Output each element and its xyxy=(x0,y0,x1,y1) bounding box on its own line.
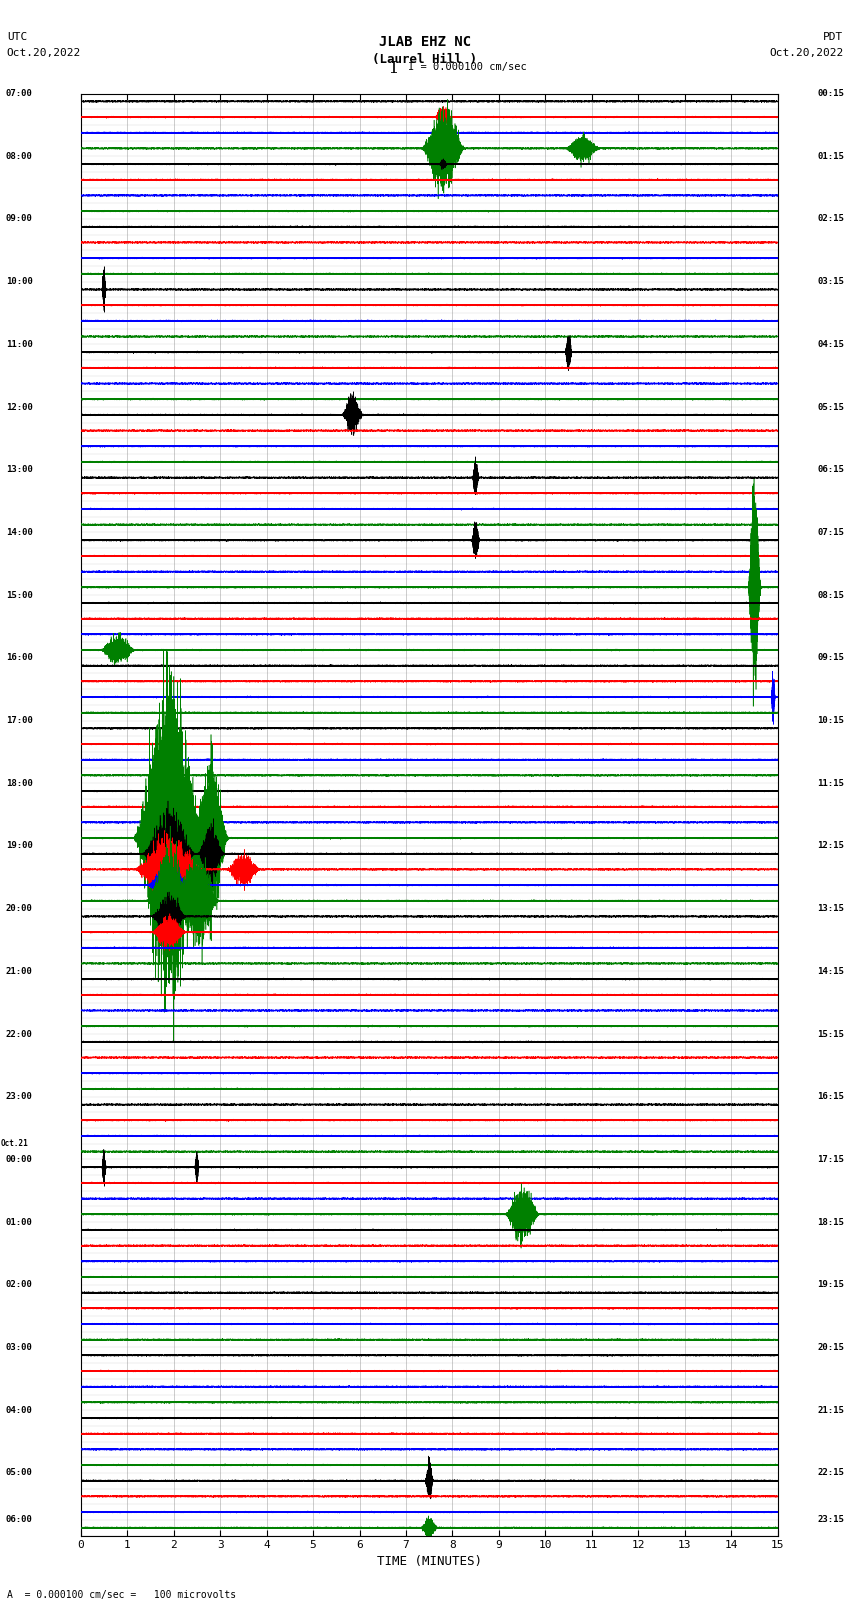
Text: 07:00: 07:00 xyxy=(6,89,33,98)
Text: 17:15: 17:15 xyxy=(817,1155,844,1165)
Text: 17:00: 17:00 xyxy=(6,716,33,724)
Text: UTC: UTC xyxy=(7,32,27,42)
Text: 00:00: 00:00 xyxy=(6,1155,33,1165)
Text: Oct.20,2022: Oct.20,2022 xyxy=(7,48,81,58)
Text: 01:00: 01:00 xyxy=(6,1218,33,1226)
Text: 10:00: 10:00 xyxy=(6,277,33,286)
Text: 12:15: 12:15 xyxy=(817,842,844,850)
Text: I = 0.000100 cm/sec: I = 0.000100 cm/sec xyxy=(408,61,527,73)
X-axis label: TIME (MINUTES): TIME (MINUTES) xyxy=(377,1555,482,1568)
Text: 22:00: 22:00 xyxy=(6,1029,33,1039)
Text: 13:00: 13:00 xyxy=(6,465,33,474)
Text: 20:15: 20:15 xyxy=(817,1344,844,1352)
Text: 14:00: 14:00 xyxy=(6,527,33,537)
Text: 21:00: 21:00 xyxy=(6,966,33,976)
Text: 20:00: 20:00 xyxy=(6,905,33,913)
Text: 08:00: 08:00 xyxy=(6,152,33,161)
Text: 02:15: 02:15 xyxy=(817,215,844,224)
Text: 05:15: 05:15 xyxy=(817,403,844,411)
Text: Oct.20,2022: Oct.20,2022 xyxy=(769,48,843,58)
Text: 13:15: 13:15 xyxy=(817,905,844,913)
Text: 19:15: 19:15 xyxy=(817,1281,844,1289)
Text: 18:00: 18:00 xyxy=(6,779,33,787)
Text: 04:15: 04:15 xyxy=(817,340,844,348)
Text: 16:00: 16:00 xyxy=(6,653,33,663)
Text: 18:15: 18:15 xyxy=(817,1218,844,1226)
Text: 19:00: 19:00 xyxy=(6,842,33,850)
Text: Oct.21: Oct.21 xyxy=(1,1139,29,1148)
Text: A  = 0.000100 cm/sec =   100 microvolts: A = 0.000100 cm/sec = 100 microvolts xyxy=(7,1590,236,1600)
Text: 21:15: 21:15 xyxy=(817,1405,844,1415)
Text: 06:00: 06:00 xyxy=(6,1515,33,1524)
Text: PDT: PDT xyxy=(823,32,843,42)
Text: 03:15: 03:15 xyxy=(817,277,844,286)
Text: 07:15: 07:15 xyxy=(817,527,844,537)
Text: 23:00: 23:00 xyxy=(6,1092,33,1102)
Text: 12:00: 12:00 xyxy=(6,403,33,411)
Text: 08:15: 08:15 xyxy=(817,590,844,600)
Text: 06:15: 06:15 xyxy=(817,465,844,474)
Text: (Laurel Hill ): (Laurel Hill ) xyxy=(372,53,478,66)
Text: 11:15: 11:15 xyxy=(817,779,844,787)
Text: 05:00: 05:00 xyxy=(6,1468,33,1478)
Text: 01:15: 01:15 xyxy=(817,152,844,161)
Text: 22:15: 22:15 xyxy=(817,1468,844,1478)
Text: 02:00: 02:00 xyxy=(6,1281,33,1289)
Text: 09:15: 09:15 xyxy=(817,653,844,663)
Text: 23:15: 23:15 xyxy=(817,1515,844,1524)
Text: 16:15: 16:15 xyxy=(817,1092,844,1102)
Text: 10:15: 10:15 xyxy=(817,716,844,724)
Text: 11:00: 11:00 xyxy=(6,340,33,348)
Text: 00:15: 00:15 xyxy=(817,89,844,98)
Text: 03:00: 03:00 xyxy=(6,1344,33,1352)
Text: 15:15: 15:15 xyxy=(817,1029,844,1039)
Text: 15:00: 15:00 xyxy=(6,590,33,600)
Text: 14:15: 14:15 xyxy=(817,966,844,976)
Text: JLAB EHZ NC: JLAB EHZ NC xyxy=(379,35,471,50)
Text: 04:00: 04:00 xyxy=(6,1405,33,1415)
Text: 09:00: 09:00 xyxy=(6,215,33,224)
